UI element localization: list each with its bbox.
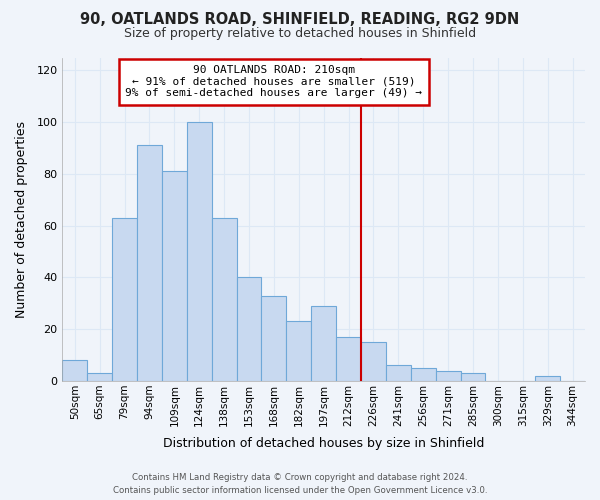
Bar <box>62 360 87 381</box>
Bar <box>361 342 386 381</box>
Text: 90 OATLANDS ROAD: 210sqm
← 91% of detached houses are smaller (519)
9% of semi-d: 90 OATLANDS ROAD: 210sqm ← 91% of detach… <box>125 66 422 98</box>
Bar <box>411 368 436 381</box>
Text: 90, OATLANDS ROAD, SHINFIELD, READING, RG2 9DN: 90, OATLANDS ROAD, SHINFIELD, READING, R… <box>80 12 520 28</box>
Bar <box>286 322 311 381</box>
Bar <box>535 376 560 381</box>
Text: Contains HM Land Registry data © Crown copyright and database right 2024.
Contai: Contains HM Land Registry data © Crown c… <box>113 473 487 495</box>
Bar <box>461 373 485 381</box>
Bar <box>311 306 336 381</box>
Bar <box>112 218 137 381</box>
Bar <box>336 337 361 381</box>
Bar <box>187 122 212 381</box>
X-axis label: Distribution of detached houses by size in Shinfield: Distribution of detached houses by size … <box>163 437 484 450</box>
Bar <box>137 146 162 381</box>
Bar <box>162 172 187 381</box>
Bar <box>262 296 286 381</box>
Bar <box>236 278 262 381</box>
Bar <box>87 373 112 381</box>
Y-axis label: Number of detached properties: Number of detached properties <box>15 120 28 318</box>
Bar <box>436 370 461 381</box>
Text: Size of property relative to detached houses in Shinfield: Size of property relative to detached ho… <box>124 28 476 40</box>
Bar <box>386 366 411 381</box>
Bar <box>212 218 236 381</box>
